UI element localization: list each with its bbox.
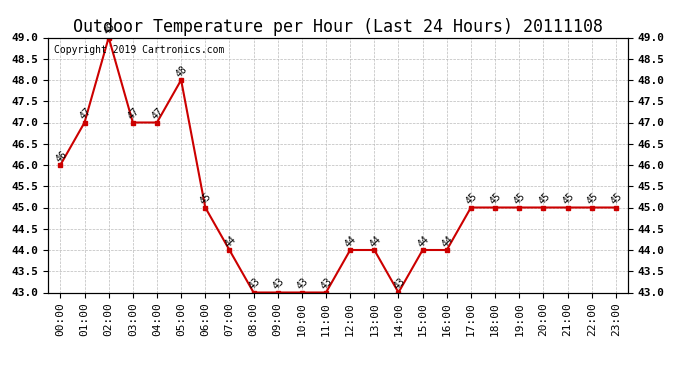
Text: 45: 45 — [609, 191, 624, 207]
Text: 43: 43 — [246, 276, 262, 292]
Text: 45: 45 — [198, 191, 214, 207]
Text: 43: 43 — [295, 276, 310, 292]
Text: 45: 45 — [464, 191, 480, 207]
Text: 44: 44 — [367, 234, 383, 249]
Text: 45: 45 — [512, 191, 528, 207]
Text: 45: 45 — [536, 191, 552, 207]
Text: 44: 44 — [343, 234, 359, 249]
Text: Copyright 2019 Cartronics.com: Copyright 2019 Cartronics.com — [54, 45, 224, 55]
Text: 47: 47 — [126, 106, 141, 122]
Text: 45: 45 — [584, 191, 600, 207]
Text: 47: 47 — [150, 106, 166, 122]
Title: Outdoor Temperature per Hour (Last 24 Hours) 20111108: Outdoor Temperature per Hour (Last 24 Ho… — [73, 18, 603, 36]
Text: 43: 43 — [319, 276, 335, 292]
Text: 44: 44 — [440, 234, 455, 249]
Text: 44: 44 — [415, 234, 431, 249]
Text: 44: 44 — [222, 234, 238, 249]
Text: 46: 46 — [53, 149, 69, 164]
Text: 43: 43 — [391, 276, 407, 292]
Text: 45: 45 — [488, 191, 504, 207]
Text: 45: 45 — [560, 191, 576, 207]
Text: 43: 43 — [270, 276, 286, 292]
Text: 48: 48 — [174, 64, 190, 79]
Text: 47: 47 — [77, 106, 93, 122]
Text: 49: 49 — [101, 21, 117, 37]
